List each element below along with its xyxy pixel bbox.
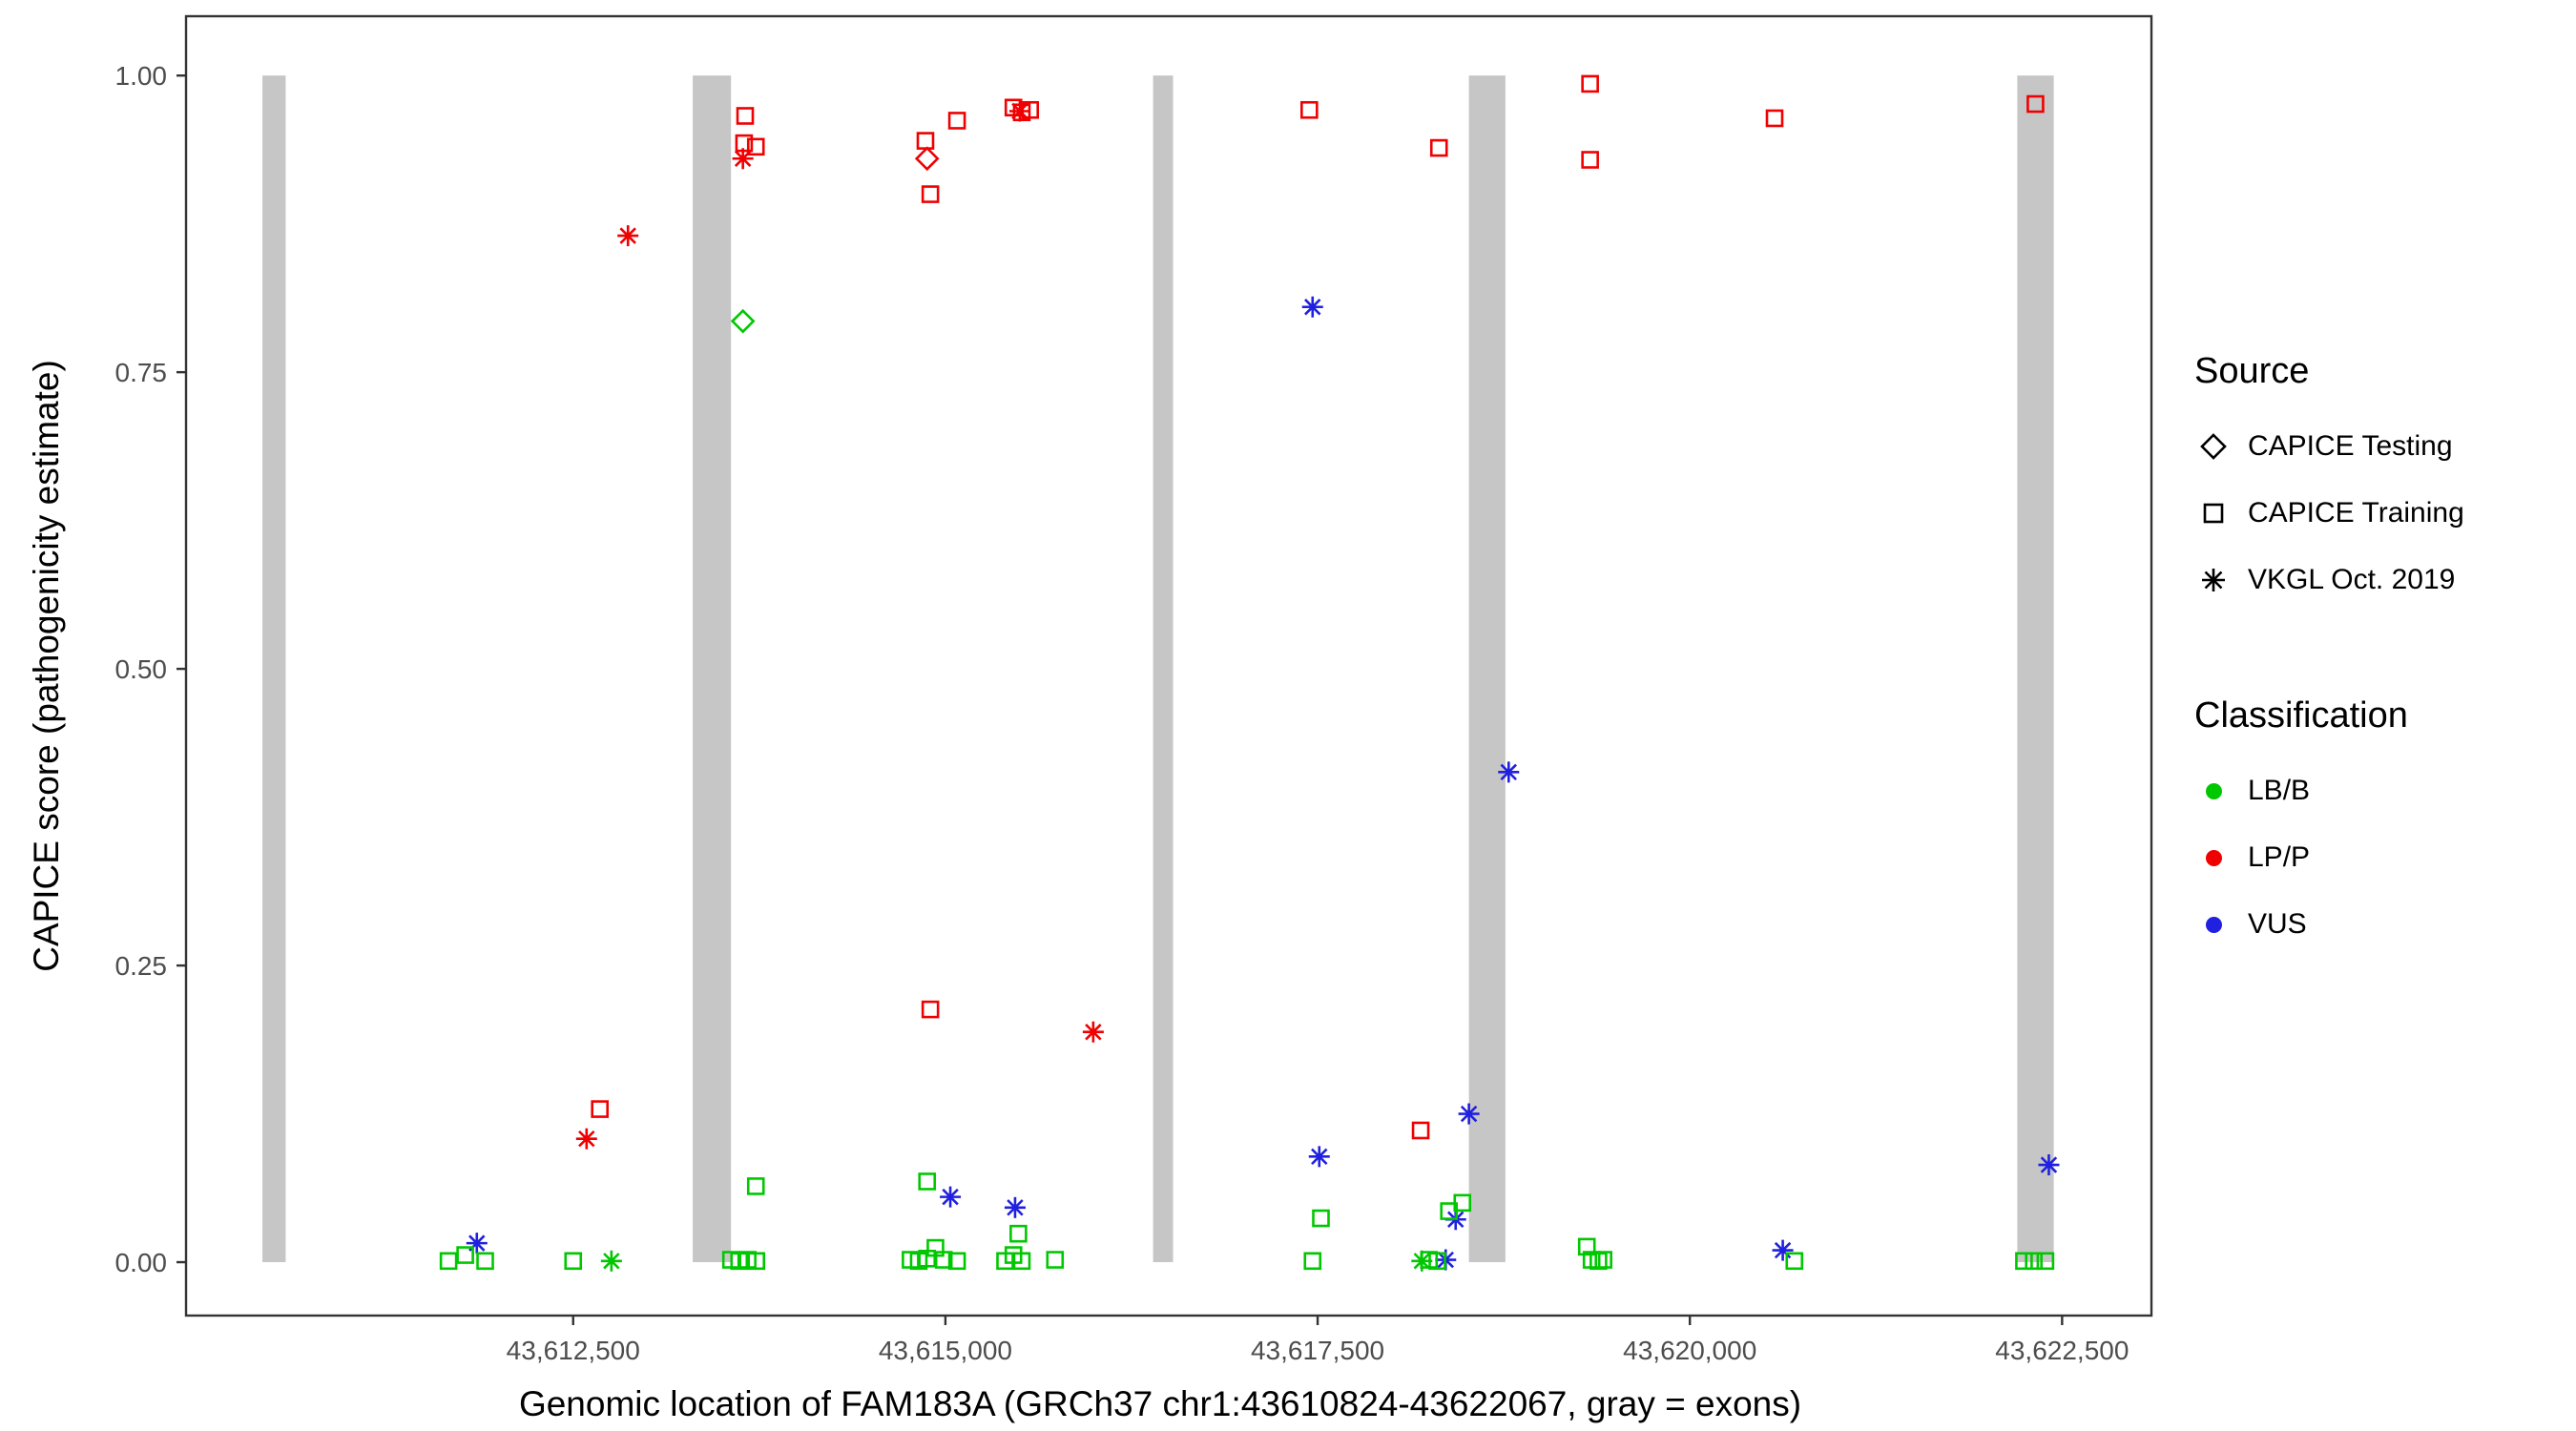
data-point-asterisk [1304,299,1321,316]
data-point-asterisk [1011,102,1028,120]
data-point-square [1577,1237,1596,1256]
data-point-square [1581,74,1599,93]
panel-border [184,14,2153,1317]
data-point-square [736,107,755,125]
y-tick-label: 1.00 [115,61,168,91]
exon-bar [1468,75,1506,1263]
data-point-square [591,1100,609,1118]
legend-label-capice-training: CAPICE Training [2248,497,2464,529]
data-point-asterisk [578,1130,595,1148]
data-point-square [921,1000,940,1019]
y-tick-label: 0.50 [115,654,168,684]
y-tick-label: 0.75 [115,358,168,387]
data-point-square [1012,1252,1031,1271]
data-point-square [947,112,966,130]
data-point-asterisk [619,227,636,244]
legend-item-capice-training: CAPICE Training [2194,480,2464,547]
asterisk-icon [2194,563,2233,597]
data-point-square [1046,1251,1065,1269]
data-point-square [947,1252,966,1271]
y-tick-label: 0.00 [115,1248,168,1277]
data-point-square [1303,1252,1322,1271]
legend-item-capice-testing: CAPICE Testing [2194,413,2464,480]
legend-item-vus: VUS [2194,891,2464,958]
blue-dot-icon [2205,916,2222,933]
data-point-asterisk [734,150,752,167]
legend-source-title: Source [2194,351,2310,391]
data-point-square [2036,1252,2055,1271]
x-tick-label: 43,622,500 [1995,1336,2129,1365]
legend-item-lbb: LB/B [2194,757,2464,824]
data-point-asterisk [1311,1148,1328,1166]
legend-label-vkgl: VKGL Oct. 2019 [2248,564,2456,595]
data-point-square [564,1252,583,1271]
x-tick-label: 43,620,000 [1623,1336,1756,1365]
data-point-asterisk [2040,1156,2058,1173]
data-point-square [1312,1209,1330,1228]
data-point-square [1009,1224,1028,1243]
red-dot-icon [2205,849,2222,866]
x-tick-label: 43,612,500 [507,1336,640,1365]
x-tick-label: 43,617,500 [1251,1336,1384,1365]
legend-label-vus: VUS [2248,908,2307,940]
data-point-asterisk [1774,1241,1792,1259]
x-axis-title: Genomic location of FAM183A (GRCh37 chr1… [518,1384,1802,1423]
green-dot-icon [2205,782,2222,799]
data-point-asterisk [1085,1024,1102,1041]
data-point-square [1300,100,1319,119]
legend-classification-title: Classification [2194,695,2408,736]
data-point-asterisk [942,1188,959,1206]
legend-classification-section: Classification LB/B LP/P VUS [2194,695,2464,958]
data-point-square [746,1177,765,1195]
data-point-square [1428,1252,1446,1271]
data-point-square [1765,109,1784,128]
square-open-icon [2194,496,2233,530]
data-point-square [918,1172,937,1191]
x-tick-label: 43,615,000 [879,1336,1012,1365]
data-point-square [439,1252,458,1271]
exon-bar [693,75,732,1263]
exon-bar [262,75,286,1263]
legend-source-section: Source CAPICE Testing CAPICE Training [2194,351,2464,613]
legend-panel: Source CAPICE Testing CAPICE Training [2194,351,2464,958]
exon-bar [2017,75,2054,1263]
data-point-square [934,1251,953,1269]
legend-item-lpp: LP/P [2194,824,2464,891]
data-point-square [2026,94,2045,114]
data-point-square [746,137,765,156]
data-point-square [1453,1193,1472,1213]
exon-bar [1153,75,1174,1263]
y-axis-title: CAPICE score (pathogenicity estimate) [27,360,66,972]
data-point-square [456,1246,474,1264]
legend-label-lbb: LB/B [2248,775,2311,806]
y-tick-label: 0.25 [115,951,168,981]
data-point-asterisk [603,1253,620,1270]
diamond-open-icon [2194,429,2233,464]
data-point-square [921,185,940,203]
legend-label-lpp: LP/P [2248,841,2311,873]
data-point-square [747,1252,766,1271]
data-point-square [2025,1252,2044,1271]
data-point-square [1785,1252,1804,1271]
data-point-asterisk [1500,763,1518,781]
data-point-diamond [730,308,756,334]
data-point-asterisk [1007,1199,1024,1216]
data-point-square [1581,151,1599,169]
legend-item-vkgl: VKGL Oct. 2019 [2194,547,2464,613]
data-point-square [1411,1121,1430,1140]
legend-label-capice-testing: CAPICE Testing [2248,430,2453,462]
data-point-square [1429,138,1448,157]
data-point-diamond [914,146,940,172]
data-point-square [476,1252,494,1271]
data-point-square [1594,1251,1612,1269]
data-point-square [2015,1252,2033,1271]
data-point-asterisk [1460,1105,1478,1123]
